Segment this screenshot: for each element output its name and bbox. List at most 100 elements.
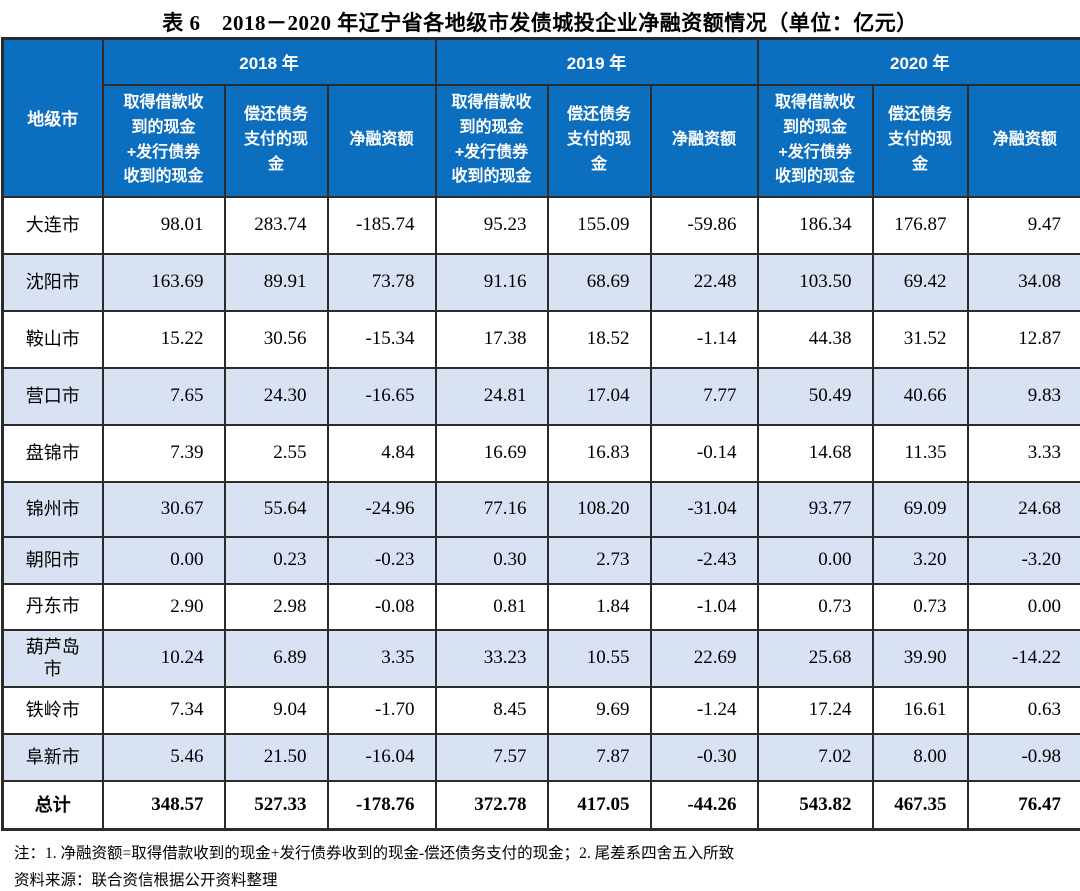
page-title: 表 6 2018－2020 年辽宁省各地级市发债城投企业净融资额情况（单位：亿元… <box>162 11 918 35</box>
value-cell: 89.91 <box>223 252 329 312</box>
value-cell: 2.55 <box>223 423 329 483</box>
value-cell: 3.33 <box>966 423 1080 483</box>
footnotes: 注：1. 净融资额=取得借款收到的现金+发行债券收到的现金-偿还债务支付的现金；… <box>14 840 1080 891</box>
value-cell: 0.00 <box>966 582 1080 631</box>
value-cell: 0.73 <box>871 582 969 631</box>
value-cell: 9.69 <box>546 685 652 735</box>
net-financing-table: 地级市 2018 年 2019 年 2020 年 取得借款收到的现金+发行债券收… <box>1 37 1080 831</box>
value-cell: 44.38 <box>756 309 874 369</box>
year-header-row: 地级市 2018 年 2019 年 2020 年 <box>1 37 1080 198</box>
value-cell: 16.69 <box>434 423 549 483</box>
city-cell: 沈阳市 <box>1 252 104 312</box>
value-cell: 11.35 <box>871 423 969 483</box>
city-cell: 铁岭市 <box>1 685 104 735</box>
value-cell: -1.04 <box>649 582 759 631</box>
value-cell: 2.90 <box>101 582 226 631</box>
city-cell: 大连市 <box>1 195 104 255</box>
value-cell: 7.02 <box>756 732 874 782</box>
value-cell: -2.43 <box>649 535 759 585</box>
header-2020-repay-cash: 偿还债务支付的现金 <box>871 83 969 198</box>
value-cell: 2.73 <box>546 535 652 585</box>
value-cell: -16.65 <box>326 366 437 426</box>
table-row: 朝阳市 0.00 0.23 -0.23 0.30 2.73 -2.43 0.00 3.20 -3.… <box>1 535 1080 585</box>
value-cell: 7.57 <box>434 732 549 782</box>
table-row: 营口市 7.65 24.30 -16.65 24.81 17.04 7.77 50.49 40.… <box>1 366 1080 426</box>
value-cell: 4.84 <box>326 423 437 483</box>
value-cell: 467.35 <box>871 779 969 831</box>
table-body: 大连市 98.01 283.74 -185.74 95.23 155.09 -59.86 18… <box>1 195 1080 831</box>
value-cell: 0.73 <box>756 582 874 631</box>
value-cell: 22.69 <box>649 628 759 688</box>
value-cell: 8.45 <box>434 685 549 735</box>
value-cell: 372.78 <box>434 779 549 831</box>
header-2020-borrow-cash: 取得借款收到的现金+发行债券收到的现金 <box>756 83 874 198</box>
value-cell: 22.48 <box>649 252 759 312</box>
city-cell: 锦州市 <box>1 480 104 538</box>
table-row: 大连市 98.01 283.74 -185.74 95.23 155.09 -59.86 18… <box>1 195 1080 255</box>
value-cell: 5.46 <box>101 732 226 782</box>
value-cell: 7.39 <box>101 423 226 483</box>
footnote-source: 资料来源：联合资信根据公开资料整理 <box>14 872 278 890</box>
value-cell: 16.61 <box>871 685 969 735</box>
value-cell: -1.14 <box>649 309 759 369</box>
value-cell: -0.98 <box>966 732 1080 782</box>
value-cell: 6.89 <box>223 628 329 688</box>
corner-header-city: 地级市 <box>1 37 104 198</box>
value-cell: 68.69 <box>546 252 652 312</box>
year-header-2020: 2020 年 <box>756 37 1080 86</box>
value-cell: 76.47 <box>966 779 1080 831</box>
value-cell: 95.23 <box>434 195 549 255</box>
value-cell: -31.04 <box>649 480 759 538</box>
value-cell: 16.83 <box>546 423 652 483</box>
value-cell: 7.87 <box>546 732 652 782</box>
value-cell: 14.68 <box>756 423 874 483</box>
value-cell: 12.87 <box>966 309 1080 369</box>
value-cell: 77.16 <box>434 480 549 538</box>
value-cell: 15.22 <box>101 309 226 369</box>
city-cell: 总计 <box>1 779 104 831</box>
value-cell: 8.00 <box>871 732 969 782</box>
value-cell: 283.74 <box>223 195 329 255</box>
value-cell: 417.05 <box>546 779 652 831</box>
table-row: 沈阳市 163.69 89.91 73.78 91.16 68.69 22.48 103.50… <box>1 252 1080 312</box>
value-cell: 348.57 <box>101 779 226 831</box>
year-header-2018: 2018 年 <box>101 37 437 86</box>
value-cell: -0.14 <box>649 423 759 483</box>
value-cell: 25.68 <box>756 628 874 688</box>
table-row: 锦州市 30.67 55.64 -24.96 77.16 108.20 -31.04 93.7… <box>1 480 1080 538</box>
value-cell: 108.20 <box>546 480 652 538</box>
value-cell: 17.24 <box>756 685 874 735</box>
value-cell: 17.04 <box>546 366 652 426</box>
value-cell: 93.77 <box>756 480 874 538</box>
value-cell: -16.04 <box>326 732 437 782</box>
value-cell: -44.26 <box>649 779 759 831</box>
value-cell: -0.23 <box>326 535 437 585</box>
header-2018-repay-cash: 偿还债务支付的现金 <box>223 83 329 198</box>
value-cell: 163.69 <box>101 252 226 312</box>
value-cell: 24.81 <box>434 366 549 426</box>
value-cell: -14.22 <box>966 628 1080 688</box>
value-cell: 40.66 <box>871 366 969 426</box>
value-cell: 7.77 <box>649 366 759 426</box>
value-cell: 98.01 <box>101 195 226 255</box>
value-cell: 9.04 <box>223 685 329 735</box>
table-row: 鞍山市 15.22 30.56 -15.34 17.38 18.52 -1.14 44.38 3… <box>1 309 1080 369</box>
value-cell: 3.35 <box>326 628 437 688</box>
value-cell: 69.09 <box>871 480 969 538</box>
table-header: 地级市 2018 年 2019 年 2020 年 取得借款收到的现金+发行债券收… <box>1 37 1080 198</box>
value-cell: 18.52 <box>546 309 652 369</box>
value-cell: 7.65 <box>101 366 226 426</box>
value-cell: 103.50 <box>756 252 874 312</box>
header-2019-borrow-cash: 取得借款收到的现金+发行债券收到的现金 <box>434 83 549 198</box>
header-2019-net-financing: 净融资额 <box>649 83 759 198</box>
value-cell: 7.34 <box>101 685 226 735</box>
value-cell: 10.55 <box>546 628 652 688</box>
total-row: 总计 348.57 527.33 -178.76 372.78 417.05 -44.26 5… <box>1 779 1080 831</box>
value-cell: 0.81 <box>434 582 549 631</box>
value-cell: -178.76 <box>326 779 437 831</box>
value-cell: 50.49 <box>756 366 874 426</box>
value-cell: -1.24 <box>649 685 759 735</box>
value-cell: 186.34 <box>756 195 874 255</box>
value-cell: 9.47 <box>966 195 1080 255</box>
